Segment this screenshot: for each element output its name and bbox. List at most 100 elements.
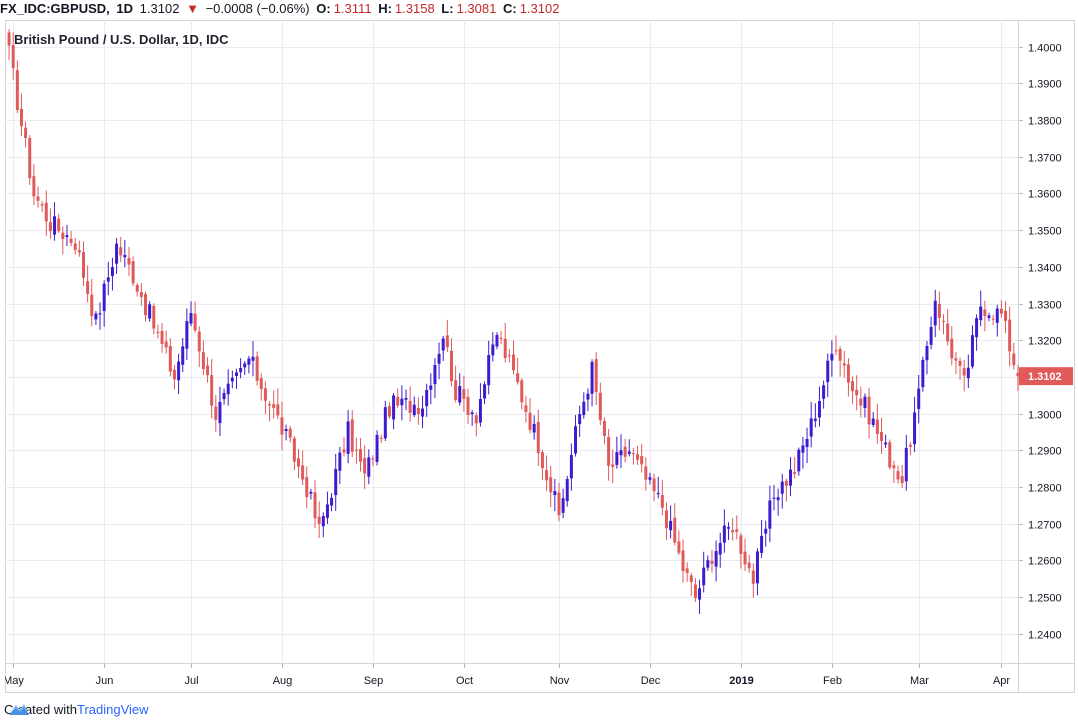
candle-body bbox=[189, 313, 193, 324]
candle-body bbox=[234, 372, 238, 377]
x-tick-label: Feb bbox=[823, 675, 842, 687]
interval-label[interactable]: 1D bbox=[116, 1, 134, 16]
candle-body bbox=[644, 466, 648, 480]
y-tick-label: 1.3600 bbox=[1028, 189, 1062, 201]
footer-credit: Created with TradingView bbox=[4, 702, 149, 717]
candle-body bbox=[681, 550, 685, 572]
y-tick-label: 1.3400 bbox=[1028, 263, 1062, 275]
chart-area[interactable]: 1.2400 1.2500 1.2600 1.2700 1.2800 1.2900 1.30… bbox=[5, 20, 1075, 693]
candle-body bbox=[222, 393, 226, 400]
candle-body bbox=[491, 344, 495, 356]
candle-body bbox=[755, 551, 759, 584]
candle-body bbox=[284, 429, 288, 432]
candlestick-chart[interactable]: 1.2400 1.2500 1.2600 1.2700 1.2800 1.2900 1.30… bbox=[5, 20, 1075, 693]
candle-body bbox=[532, 423, 536, 433]
candle-body bbox=[718, 543, 722, 555]
candle-body bbox=[685, 568, 689, 573]
candle-body bbox=[421, 408, 425, 417]
y-tick-label: 1.2500 bbox=[1028, 593, 1062, 605]
candle-body bbox=[822, 385, 826, 399]
candle-body bbox=[110, 267, 114, 276]
candle-body bbox=[710, 560, 714, 564]
candle-body bbox=[197, 331, 201, 352]
candle-body bbox=[768, 500, 772, 529]
candle-body bbox=[826, 360, 830, 383]
candle-body bbox=[987, 315, 991, 318]
candle-body bbox=[474, 415, 478, 424]
x-tick-label: Apr bbox=[993, 675, 1010, 687]
candle-body bbox=[185, 321, 189, 349]
candle-body bbox=[975, 318, 979, 338]
open-value: 1.3111 bbox=[333, 1, 372, 16]
candle-body bbox=[917, 388, 921, 409]
candle-body bbox=[168, 346, 172, 372]
candle-body bbox=[144, 294, 148, 316]
candle-body bbox=[383, 407, 387, 439]
candle-body bbox=[276, 404, 280, 416]
candle-body bbox=[309, 491, 313, 494]
candle-body bbox=[263, 388, 267, 401]
candle-body bbox=[24, 127, 28, 139]
candle-body bbox=[536, 422, 540, 454]
candle-body bbox=[743, 551, 747, 565]
candle-body bbox=[73, 243, 77, 250]
close-label: C: bbox=[502, 1, 517, 16]
low-label: L: bbox=[441, 1, 454, 16]
candle-body bbox=[702, 567, 706, 586]
candle-body bbox=[392, 395, 396, 420]
candle-body bbox=[698, 588, 702, 600]
y-tick-label: 1.2600 bbox=[1028, 556, 1062, 568]
candle-body bbox=[81, 252, 85, 278]
candle-body bbox=[15, 70, 19, 111]
chart-title: British Pound / U.S. Dollar, 1D, IDC bbox=[14, 32, 229, 47]
symbol-name[interactable]: FX_IDC:GBPUSD, bbox=[0, 1, 110, 16]
candle-body bbox=[991, 318, 995, 320]
x-tick-label: Dec bbox=[641, 675, 661, 687]
x-tick-label: Nov bbox=[550, 675, 570, 687]
candle-body bbox=[760, 535, 764, 553]
x-tick-label: Jun bbox=[96, 675, 114, 687]
candle-body bbox=[400, 398, 404, 406]
candle-body bbox=[280, 417, 284, 435]
candle-body bbox=[553, 491, 557, 496]
candle-body bbox=[466, 396, 470, 415]
candle-body bbox=[549, 477, 553, 493]
candle-body bbox=[119, 247, 123, 256]
x-tick-label: Aug bbox=[273, 675, 293, 687]
x-tick-label: Mar bbox=[910, 675, 929, 687]
candle-body bbox=[177, 361, 181, 381]
candle-body bbox=[540, 452, 544, 469]
candle-body bbox=[817, 400, 821, 418]
candle-body bbox=[557, 492, 561, 516]
candle-body bbox=[789, 469, 793, 486]
candle-body bbox=[776, 497, 780, 501]
candle-body bbox=[210, 375, 214, 406]
x-tick-label: 2019 bbox=[729, 675, 753, 687]
candle-body bbox=[1012, 353, 1016, 366]
candle-body bbox=[503, 338, 507, 359]
candle-body bbox=[445, 335, 449, 348]
candle-body bbox=[193, 313, 197, 331]
candle-body bbox=[36, 196, 40, 201]
y-tick-label: 1.3300 bbox=[1028, 300, 1062, 312]
candle-body bbox=[164, 341, 168, 348]
candle-body bbox=[338, 452, 342, 471]
candle-body bbox=[602, 420, 606, 436]
candle-body bbox=[139, 292, 143, 297]
candle-body bbox=[94, 313, 98, 320]
candle-body bbox=[106, 277, 110, 282]
candle-body bbox=[218, 401, 222, 424]
candle-body bbox=[321, 515, 325, 527]
candle-body bbox=[677, 541, 681, 553]
candle-body bbox=[664, 510, 668, 529]
candle-body bbox=[214, 406, 218, 420]
candle-body bbox=[582, 401, 586, 416]
candle-body bbox=[152, 305, 156, 329]
candle-body bbox=[925, 346, 929, 361]
candle-body bbox=[1004, 310, 1008, 321]
tradingview-brand[interactable]: TradingView bbox=[76, 702, 149, 717]
candle-body bbox=[69, 238, 73, 243]
candle-body bbox=[148, 304, 152, 319]
candle-body bbox=[429, 385, 433, 390]
candle-body bbox=[946, 323, 950, 342]
